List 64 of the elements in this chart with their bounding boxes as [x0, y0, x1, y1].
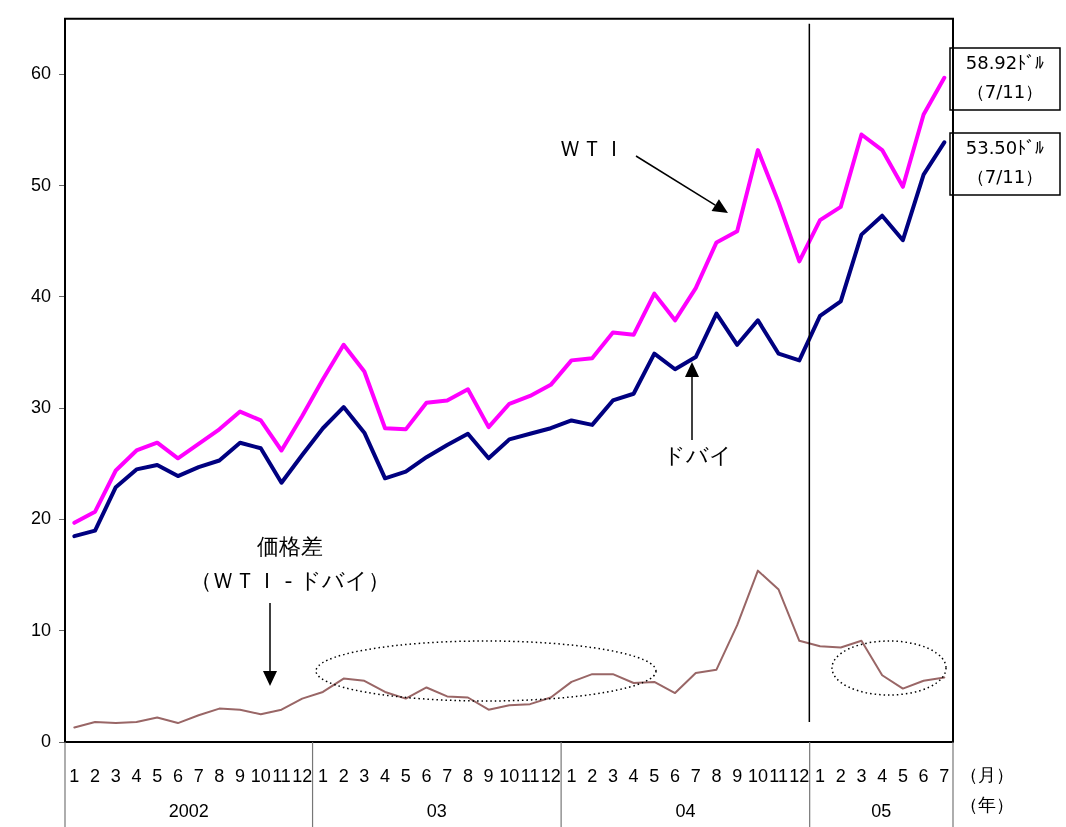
x-tick-label: 11 — [769, 765, 788, 786]
x-tick-label: 5 — [897, 765, 908, 786]
text: 58.92ﾄﾞﾙ — [965, 51, 1045, 73]
x-tick-label: 7 — [193, 765, 204, 786]
y-tick-label: 60 — [30, 63, 51, 84]
x-tick-label: 3 — [110, 765, 121, 786]
x-tick-label: 9 — [235, 765, 246, 786]
x-tick-label: 10 — [747, 765, 768, 786]
x-tick-label: 1 — [815, 765, 826, 786]
x-tick-label: 6 — [421, 765, 432, 786]
x-tick-label: 7 — [442, 765, 453, 786]
x-tick-label: 3 — [359, 765, 370, 786]
x-tick-label: 8 — [711, 765, 722, 786]
text: （7/11） — [966, 165, 1044, 187]
x-tick-label: 5 — [400, 765, 411, 786]
x-tick-label: 6 — [918, 765, 929, 786]
x-tick-label: 2 — [338, 765, 349, 786]
x-tick-label: 1 — [69, 765, 80, 786]
y-tick-label: 20 — [30, 508, 51, 529]
x-tick-label: 11 — [272, 765, 291, 786]
annotation: 価格差 — [257, 533, 323, 559]
x-tick-label: 4 — [380, 765, 391, 786]
text: （月） — [960, 763, 1014, 785]
annotation: ＷＴＩ — [559, 135, 625, 161]
x-tick-label: 8 — [214, 765, 225, 786]
x-tick-label: 12 — [540, 765, 561, 786]
x-tick-label: 6 — [670, 765, 681, 786]
y-tick-label: 40 — [30, 285, 51, 306]
text: 03 — [426, 800, 447, 821]
text: （年） — [960, 793, 1014, 815]
text: （7/11） — [966, 80, 1044, 102]
x-tick-label: 7 — [690, 765, 701, 786]
x-tick-label: 10 — [250, 765, 271, 786]
x-tick-label: 8 — [462, 765, 473, 786]
x-tick-label: 4 — [628, 765, 639, 786]
x-tick-label: 4 — [877, 765, 888, 786]
x-tick-label: 5 — [649, 765, 660, 786]
x-tick-label: 9 — [483, 765, 494, 786]
y-tick-label: 50 — [30, 174, 51, 195]
y-tick-label: 10 — [30, 619, 51, 640]
text: 04 — [675, 800, 696, 821]
x-tick-label: 3 — [856, 765, 867, 786]
x-tick-label: 2 — [835, 765, 846, 786]
x-tick-label: 6 — [172, 765, 183, 786]
x-tick-label: 2 — [90, 765, 101, 786]
y-tick-label: 0 — [40, 730, 51, 751]
x-tick-label: 5 — [152, 765, 163, 786]
x-tick-label: 3 — [607, 765, 618, 786]
x-tick-label: 4 — [131, 765, 142, 786]
x-tick-label: 9 — [732, 765, 743, 786]
annotation: ドバイ — [662, 442, 732, 468]
x-tick-label: 12 — [292, 765, 313, 786]
annotation: （ＷＴＩ - ドバイ） — [189, 567, 391, 593]
y-tick-label: 30 — [30, 397, 51, 418]
text: 53.50ﾄﾞﾙ — [965, 136, 1045, 158]
x-tick-label: 10 — [499, 765, 520, 786]
x-tick-label: 2 — [587, 765, 598, 786]
x-tick-label: 11 — [520, 765, 540, 786]
x-tick-label: 12 — [789, 765, 810, 786]
text: 2002 — [168, 800, 209, 821]
x-tick-label: 7 — [939, 765, 950, 786]
text: 05 — [871, 800, 892, 821]
x-tick-label: 1 — [317, 765, 328, 786]
x-tick-label: 1 — [566, 765, 577, 786]
